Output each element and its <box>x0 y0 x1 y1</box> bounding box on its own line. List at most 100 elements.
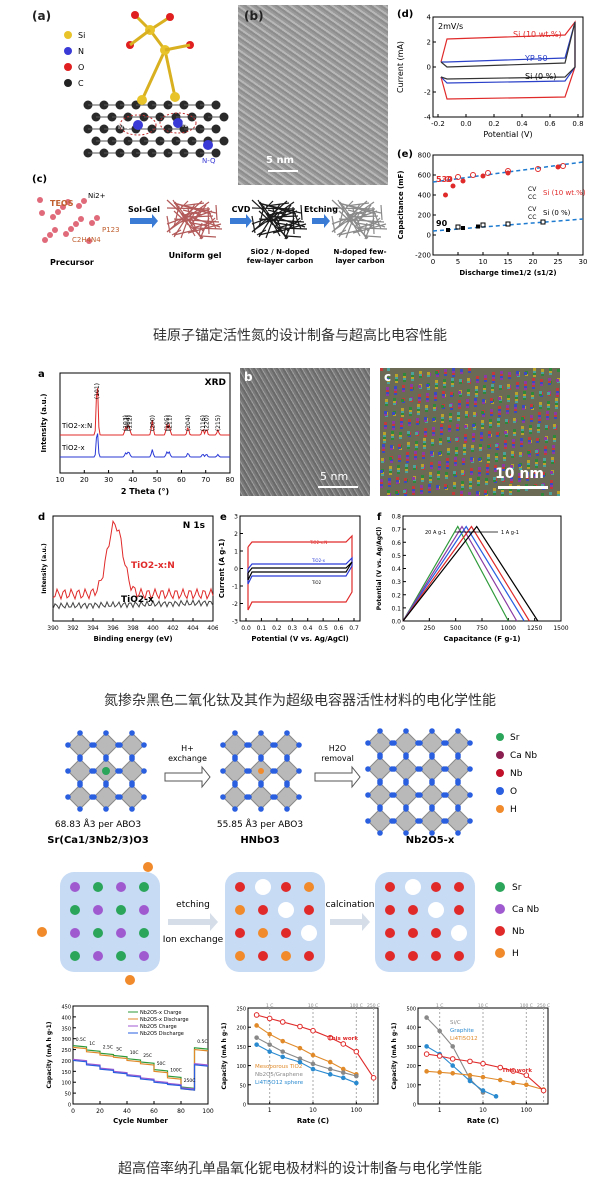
o-atom <box>365 818 371 824</box>
octahedron <box>419 808 445 834</box>
arrow <box>164 765 211 789</box>
eds-pixel <box>382 448 385 451</box>
octahedron <box>119 784 145 810</box>
y-tick-label: 400 <box>61 1015 71 1021</box>
eds-pixel <box>484 490 487 493</box>
o-atom <box>91 742 97 748</box>
legend-label: Ca Nb <box>512 905 539 915</box>
eds-pixel <box>525 484 528 487</box>
cycle-chart: 0 20 40 60 80 100 0 50 100 150 200 250 300 350 400 450 C… <box>46 1005 214 1126</box>
eds-pixel <box>479 444 482 447</box>
eds-pixel <box>436 485 439 488</box>
eds-pixel <box>464 425 467 428</box>
eds-pixel <box>454 459 457 462</box>
octahedron <box>222 784 248 810</box>
fiber <box>352 215 379 218</box>
eds-pixel <box>463 452 466 455</box>
o-atom <box>391 792 397 798</box>
silicon-cluster <box>133 13 177 101</box>
eds-pixel <box>473 412 476 415</box>
series-point <box>493 1094 499 1099</box>
pore <box>451 925 467 941</box>
eds-pixel <box>471 447 474 450</box>
eds-pixel <box>511 451 514 454</box>
x-tick-label: 80 <box>177 1108 185 1115</box>
eds-pixel <box>430 453 433 456</box>
eds-pixel <box>390 447 393 450</box>
atom <box>116 905 126 915</box>
gcd-curve <box>402 525 539 622</box>
plot-frame <box>72 1005 209 1105</box>
eds-pixel <box>380 485 383 488</box>
eds-pixel <box>505 419 508 422</box>
eds-pixel <box>448 429 451 432</box>
eds-pixel <box>404 478 407 481</box>
eds-pixel <box>552 445 555 448</box>
eds-pixel <box>465 413 468 416</box>
eds-pixel <box>523 391 526 394</box>
eds-pixel <box>432 427 435 430</box>
eds-pixel <box>495 453 498 456</box>
eds-pixel <box>513 418 516 421</box>
step-gel: Uniform gel <box>169 251 222 260</box>
eds-pixel <box>539 391 542 394</box>
panel-label: c <box>384 370 392 384</box>
eds-pixel <box>501 489 504 492</box>
eds-pixel <box>499 387 502 390</box>
eds-pixel <box>470 468 473 471</box>
fiber <box>180 200 189 209</box>
o-atom <box>220 794 226 800</box>
eds-pixel <box>391 435 394 438</box>
x-tick-label: 40 <box>123 1108 131 1115</box>
eds-pixel <box>464 436 467 439</box>
caption-3: 超高倍率纳孔单晶氧化铌电极材料的设计制备与电化学性能 <box>118 1161 482 1177</box>
tile-etched <box>225 872 325 972</box>
eds-pixel <box>487 458 490 461</box>
annotation-90: 90 <box>436 219 448 228</box>
rate-label: 50C <box>157 1061 166 1067</box>
eds-pixel <box>456 424 459 427</box>
eds-pixel <box>438 461 441 464</box>
eds-pixel <box>416 418 419 421</box>
eds-pixel <box>495 455 498 458</box>
eds-pixel <box>440 428 443 431</box>
x-tick-label: 0 <box>431 258 435 266</box>
octahedron <box>222 758 248 784</box>
eds-pixel <box>394 390 397 393</box>
eds-pixel <box>498 414 501 417</box>
eds-pixel <box>396 481 399 484</box>
plot-frame <box>59 372 231 474</box>
eds-pixel <box>407 442 410 445</box>
eds-pixel <box>555 402 558 405</box>
volume-2: 55.85 Å3 per ABO3 <box>217 818 303 830</box>
eds-pixel <box>407 446 410 449</box>
o-atom <box>467 740 473 746</box>
eds-pixel <box>553 439 556 442</box>
eds-pixel <box>421 475 424 478</box>
eds-pixel <box>412 486 415 489</box>
eds-pixel <box>541 484 544 487</box>
eds-pixel <box>502 468 505 471</box>
eds-pixel <box>388 480 391 483</box>
eds-pixel <box>518 477 521 480</box>
precursor-particle <box>42 237 48 243</box>
eds-pixel <box>467 391 470 394</box>
series-point <box>327 1034 334 1041</box>
rate-label: 5C <box>116 1047 122 1053</box>
eds-pixel <box>398 444 401 447</box>
eds-pixel <box>533 368 536 371</box>
eds-pixel <box>497 418 500 421</box>
eds-pixel <box>477 479 480 482</box>
eds-pixel <box>474 402 477 405</box>
o-atom <box>284 782 290 788</box>
eds-pixel <box>487 460 490 463</box>
pore <box>301 925 317 941</box>
y-tick-label: 0.2 <box>391 592 401 599</box>
legend-tio2: TiO2 <box>311 580 322 585</box>
eds-pixel <box>420 485 423 488</box>
eds-pixel <box>442 391 445 394</box>
eds-pixel <box>501 478 504 481</box>
eds-pixel <box>393 398 396 401</box>
eds-pixel <box>470 472 473 475</box>
legend-dot <box>496 733 504 741</box>
